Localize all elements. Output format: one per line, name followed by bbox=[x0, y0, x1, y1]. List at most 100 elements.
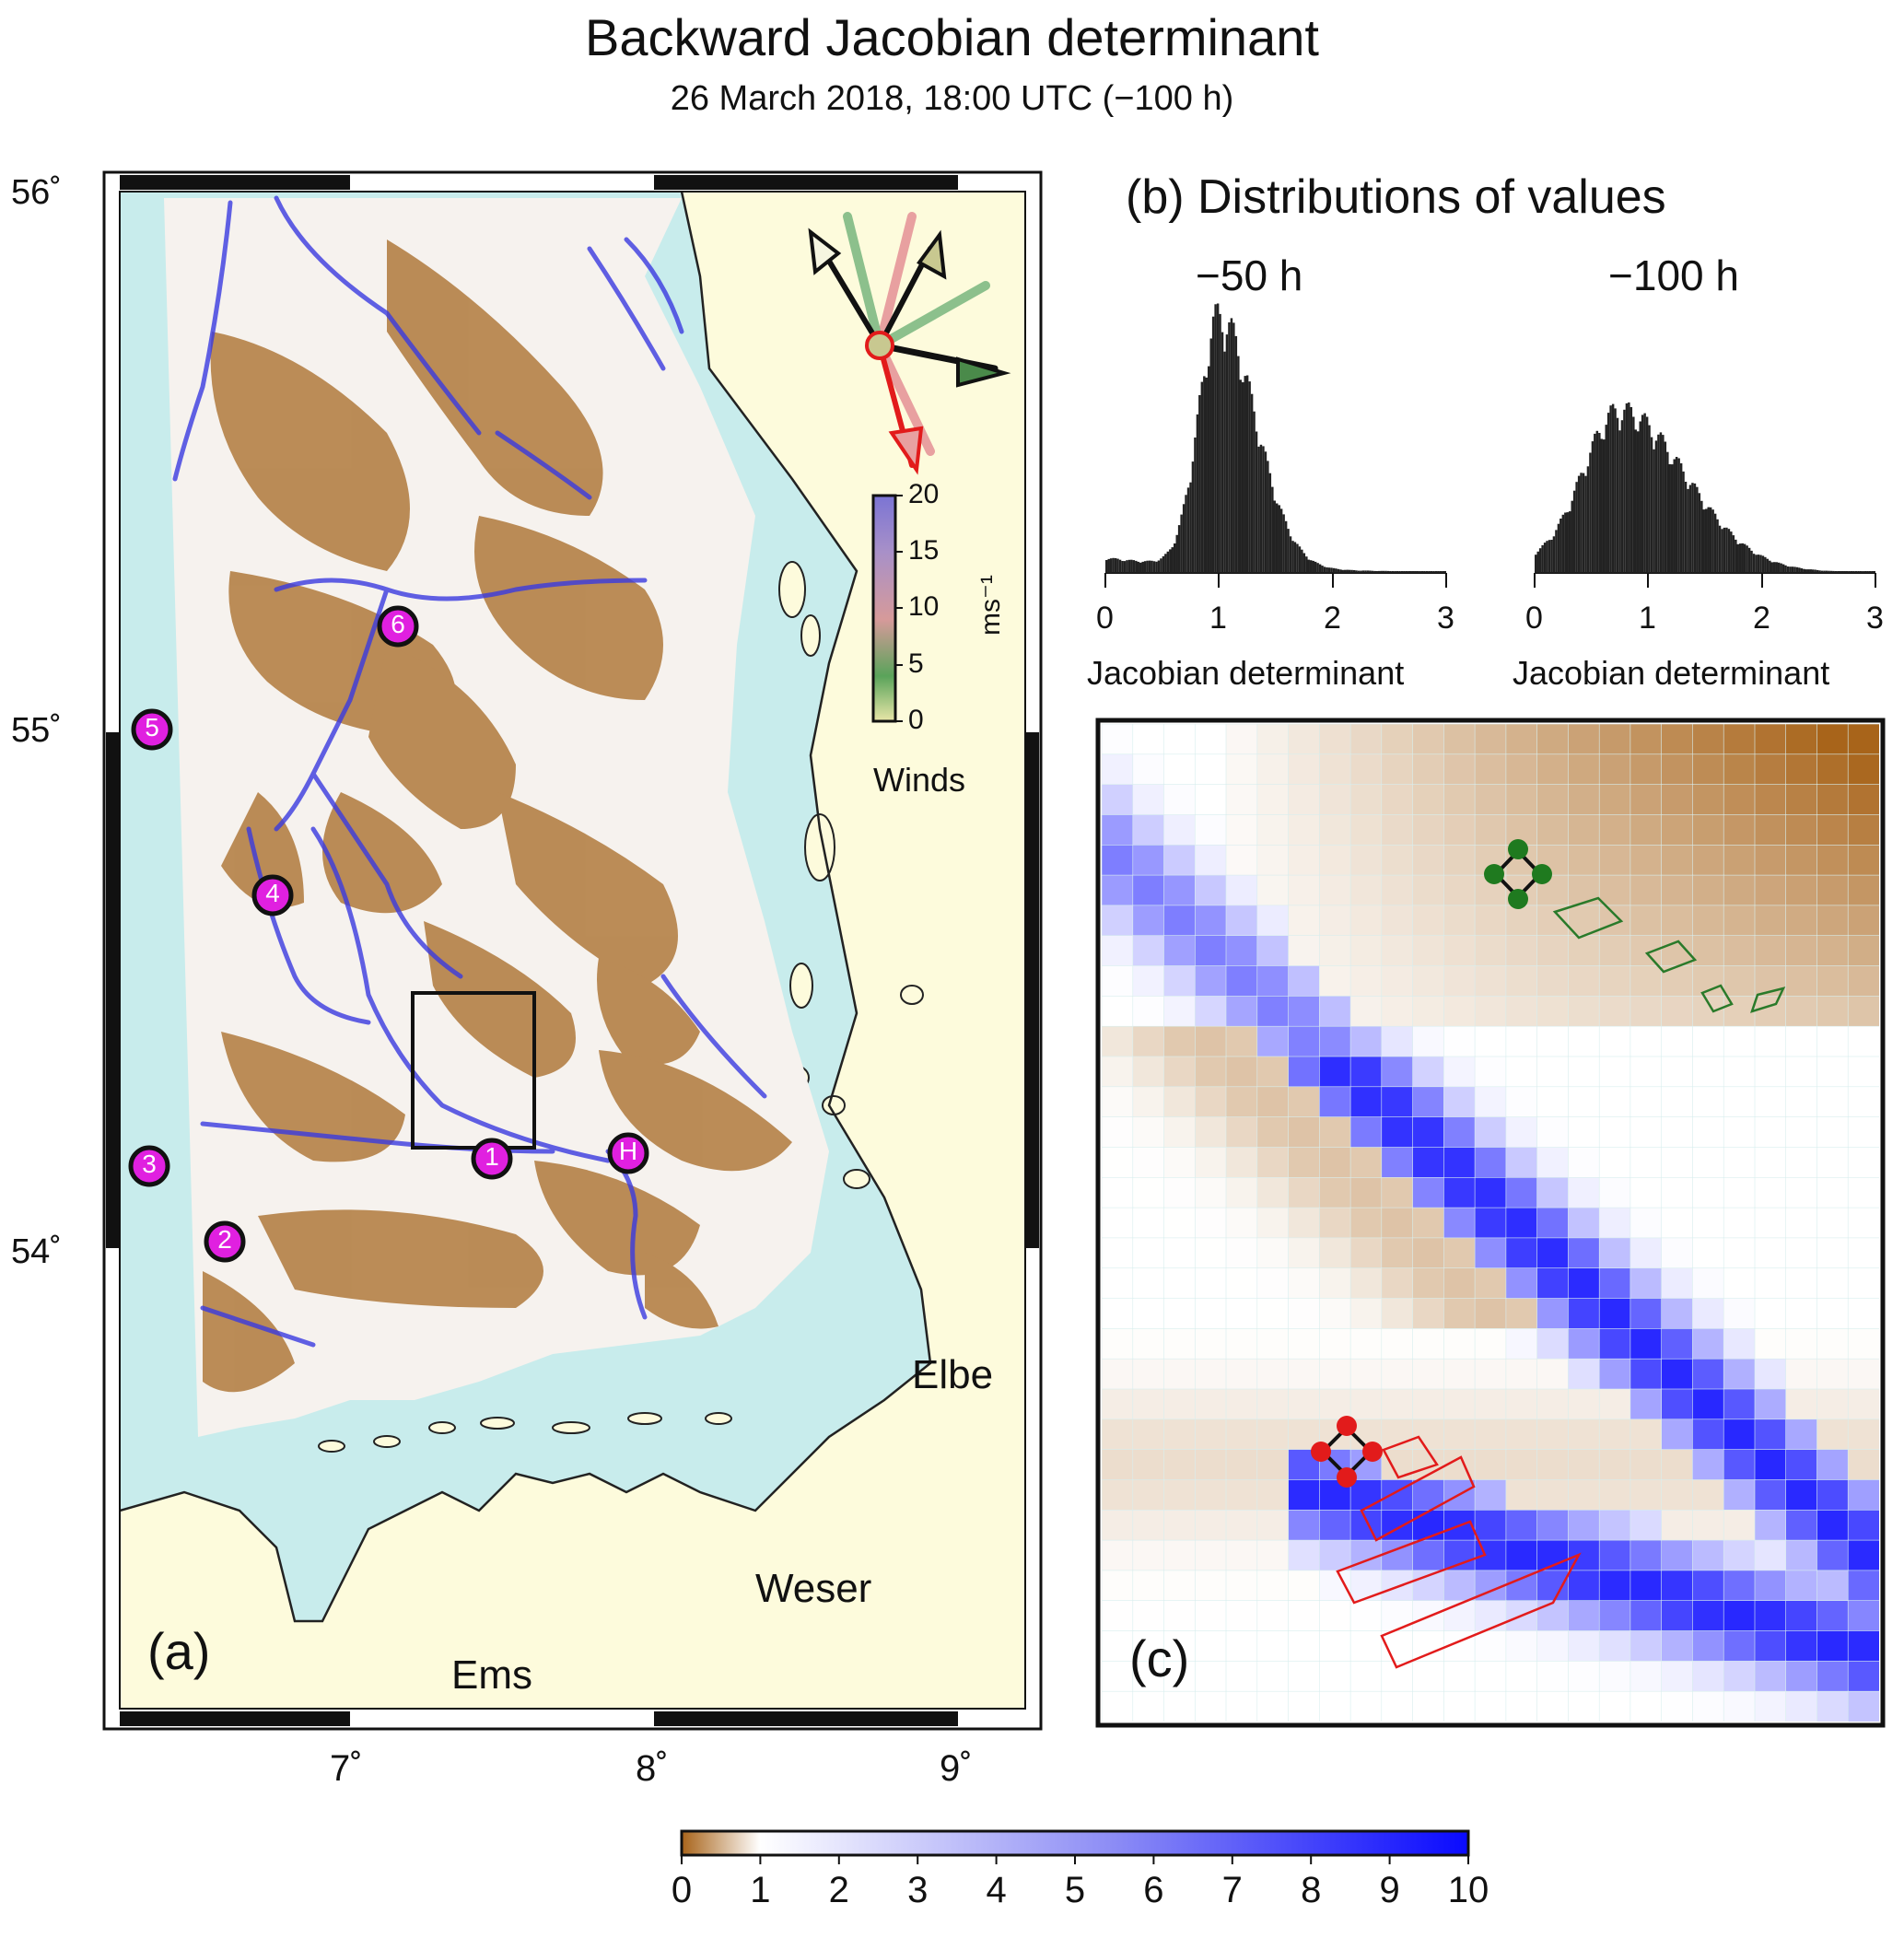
grid-cell bbox=[1505, 753, 1538, 786]
grid-cell bbox=[1195, 814, 1227, 846]
grid-cell bbox=[1847, 1690, 1879, 1722]
hist-bar bbox=[1659, 432, 1663, 573]
grid-cell bbox=[1785, 1328, 1818, 1360]
grid-cell bbox=[1661, 1177, 1694, 1208]
grid-cell bbox=[1195, 1237, 1227, 1269]
hist-bar bbox=[1293, 542, 1297, 573]
grid-cell bbox=[1568, 935, 1601, 967]
hist-bar bbox=[1221, 332, 1224, 573]
grid-cell bbox=[1661, 1479, 1694, 1512]
grid-cell bbox=[1163, 905, 1197, 937]
grid-cell bbox=[1132, 1147, 1165, 1179]
hist-bar bbox=[1538, 548, 1542, 573]
hist-1-xtick-3: 3 bbox=[1437, 601, 1454, 636]
grid-cell bbox=[1754, 874, 1787, 906]
grid-cell bbox=[1723, 1630, 1756, 1663]
hist-bar bbox=[1637, 431, 1640, 573]
hist-bar bbox=[1389, 571, 1392, 573]
grid-cell bbox=[1754, 844, 1787, 876]
grid-cell bbox=[1132, 1510, 1165, 1541]
hist-bar bbox=[1296, 543, 1299, 573]
hist-bar bbox=[1423, 571, 1426, 573]
grid-cell bbox=[1598, 1116, 1631, 1149]
grid-cell bbox=[1195, 1630, 1227, 1663]
grid-cell bbox=[1723, 1147, 1756, 1179]
hist-bar bbox=[1866, 571, 1869, 573]
hist-bar bbox=[1394, 571, 1396, 573]
grid-cell bbox=[1443, 1539, 1477, 1571]
grid-cell bbox=[1163, 724, 1197, 755]
grid-cell bbox=[1132, 1086, 1165, 1118]
grid-cell bbox=[1754, 814, 1787, 846]
grid-cell bbox=[1412, 753, 1445, 786]
grid-cell bbox=[1754, 1510, 1787, 1541]
grid-cell bbox=[1692, 1388, 1725, 1420]
grid-cell bbox=[1349, 1661, 1383, 1693]
grid-cell bbox=[1256, 1267, 1290, 1300]
hist-bar bbox=[1750, 550, 1753, 573]
grid-cell bbox=[1505, 724, 1538, 755]
grid-cell bbox=[1661, 1449, 1694, 1481]
hist-bar bbox=[1820, 570, 1824, 573]
grid-cell bbox=[1225, 1237, 1258, 1269]
grid-cell bbox=[1723, 1056, 1756, 1088]
grid-cell bbox=[1256, 1056, 1290, 1088]
grid-cell bbox=[1412, 1690, 1445, 1722]
grid-cell bbox=[1319, 814, 1351, 846]
grid-cell bbox=[1723, 1025, 1756, 1057]
hist-bar bbox=[1721, 529, 1723, 573]
hist-bar bbox=[1561, 514, 1565, 573]
grid-cell bbox=[1319, 1661, 1351, 1693]
grid-cell bbox=[1754, 1298, 1787, 1330]
grid-cell bbox=[1629, 784, 1663, 816]
hist-bar bbox=[1164, 554, 1167, 573]
grid-cell bbox=[1474, 1449, 1507, 1481]
grid-cell bbox=[1474, 1116, 1507, 1149]
grid-cell bbox=[1288, 935, 1321, 967]
wind-tick-15: 15 bbox=[908, 535, 940, 566]
hist-bar bbox=[1580, 473, 1583, 573]
grid-cell bbox=[1288, 814, 1321, 846]
hist-bar bbox=[1434, 571, 1438, 573]
grid-cell bbox=[1288, 1056, 1321, 1088]
grid-cell bbox=[1474, 1056, 1507, 1088]
grid-cell bbox=[1256, 1690, 1290, 1722]
grid-cell bbox=[1568, 1025, 1601, 1057]
grid-cell bbox=[1225, 784, 1258, 816]
grid-cell bbox=[1816, 784, 1850, 816]
grid-cell bbox=[1443, 1358, 1477, 1390]
hist-bar bbox=[1203, 376, 1206, 573]
grid-cell bbox=[1692, 1479, 1725, 1512]
grid-cell bbox=[1629, 1510, 1663, 1541]
grid-cell bbox=[1754, 1449, 1787, 1481]
grid-cell bbox=[1629, 1056, 1663, 1088]
grid-cell bbox=[1568, 1147, 1601, 1179]
grid-cell bbox=[1568, 1479, 1601, 1512]
grid-cell bbox=[1256, 1328, 1290, 1360]
grid-cell bbox=[1412, 784, 1445, 816]
hist-bar bbox=[1330, 567, 1333, 573]
grid-cell bbox=[1629, 965, 1663, 998]
grid-cell bbox=[1412, 1147, 1445, 1179]
grid-cell bbox=[1288, 965, 1321, 998]
grid-cell bbox=[1568, 1418, 1601, 1451]
grid-cell bbox=[1319, 1147, 1351, 1179]
grid-cell bbox=[1598, 1086, 1631, 1118]
grid-cell bbox=[1629, 844, 1663, 876]
hist-bar bbox=[1250, 393, 1254, 573]
hist-bar bbox=[1400, 571, 1404, 573]
jacobian-colorbar bbox=[680, 1829, 1470, 1857]
grid-cell bbox=[1225, 724, 1258, 755]
grid-cell bbox=[1319, 1207, 1351, 1239]
grid-cell bbox=[1474, 1690, 1507, 1722]
hist-bar bbox=[1186, 487, 1190, 573]
grid-cell bbox=[1816, 1328, 1850, 1360]
hist-bar bbox=[1375, 571, 1378, 573]
hist-bar bbox=[1675, 457, 1678, 573]
grid-cell bbox=[1349, 1177, 1383, 1208]
hist-bar bbox=[1245, 375, 1249, 573]
grid-cell bbox=[1692, 784, 1725, 816]
grid-cell bbox=[1195, 1177, 1227, 1208]
grid-cell bbox=[1163, 1600, 1197, 1632]
grid-cell bbox=[1847, 1207, 1879, 1239]
